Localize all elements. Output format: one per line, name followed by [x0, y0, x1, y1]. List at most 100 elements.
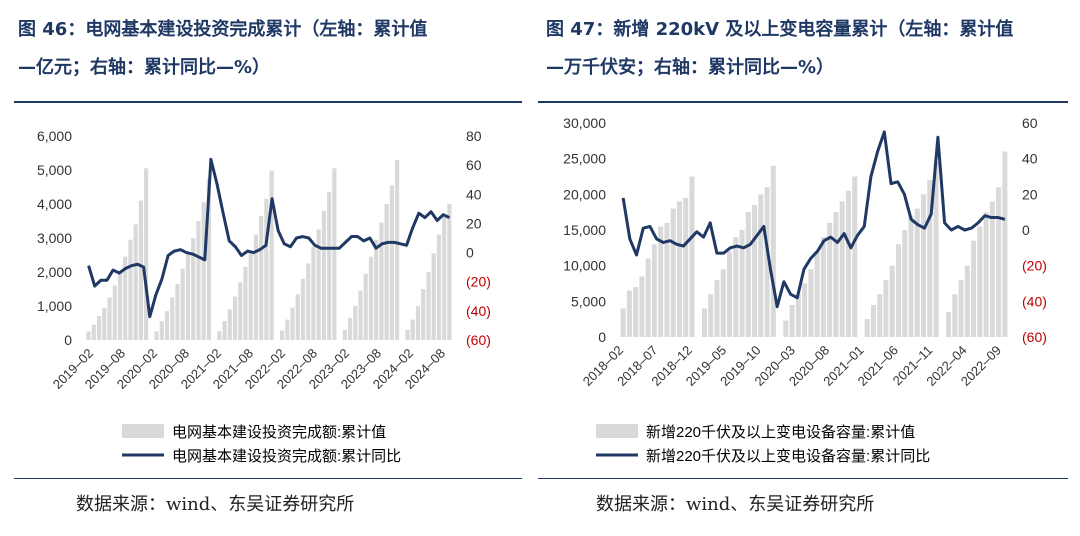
chart1-title-line1: 图 46：电网基本建设投资完成累计（左轴：累计值 — [18, 19, 428, 40]
chart1-bar — [96, 316, 102, 340]
chart1-title-line2: —亿元；右轴：累计同比—%） — [18, 57, 271, 78]
chart1-bar — [222, 320, 227, 340]
chart2-bar — [626, 290, 632, 337]
chart2-title-line1: 图 47：新增 220kV 及以上变电容量累计（左轴：累计值 — [546, 19, 1014, 40]
chart2-bar — [908, 215, 914, 337]
chart1-bar — [264, 198, 269, 340]
chart1-bar — [107, 297, 112, 340]
chart1-left-tick: 1,000 — [37, 298, 72, 314]
chart1-legend-bar-label: 电网基本建设投资完成额:累计值 — [172, 424, 386, 441]
chart1-bar — [232, 296, 238, 340]
chart1-bar — [321, 210, 326, 340]
chart2-legend-line-label: 新增220千伏及以上变电设备容量:累计同比 — [646, 448, 930, 465]
chart2-bar — [676, 201, 682, 337]
chart2-right-tick: 60 — [1022, 115, 1038, 131]
chart2-left-tick: 0 — [598, 329, 606, 345]
chart1-bar — [316, 229, 321, 340]
chart2-bar — [958, 279, 964, 337]
chart2-bar — [789, 304, 795, 337]
chart2-bar — [645, 258, 651, 337]
chart2-bar — [701, 308, 707, 337]
chart1-source: 数据来源：wind、东吴证券研究所 — [76, 494, 355, 515]
chart1-bar — [426, 272, 431, 340]
chart1-left-tick: 6,000 — [37, 128, 72, 144]
chart1-bar — [201, 202, 206, 340]
chart1-right-tick: (20) — [466, 274, 491, 290]
chart1-bar — [306, 263, 311, 340]
chart1-bar — [358, 290, 363, 340]
chart2-bar — [808, 269, 814, 337]
chart1-bar — [327, 192, 332, 340]
chart1-bar — [175, 283, 180, 340]
chart1-bar — [91, 324, 96, 340]
chart1-bar — [185, 253, 191, 340]
chart2-bar — [752, 205, 758, 337]
chart2-bar — [727, 251, 733, 337]
chart1-bar — [442, 215, 447, 340]
chart1-bar — [311, 246, 316, 340]
chart2-bar — [814, 251, 820, 337]
chart1-bottom-rule — [14, 478, 522, 479]
chart1-left-tick: 4,000 — [37, 196, 72, 212]
chart2-bar — [864, 319, 870, 337]
chart2-bar — [889, 265, 895, 337]
chart1-left-tick: 3,000 — [37, 230, 72, 246]
chart2-left-tick: 30,000 — [563, 115, 606, 131]
chart2-top-rule — [538, 101, 1068, 103]
chart2-bar — [664, 222, 670, 337]
chart2-bar — [683, 197, 689, 337]
chart2-bar — [883, 279, 889, 337]
chart2-bar — [914, 208, 920, 337]
chart1-bar — [164, 311, 170, 340]
chart1-right-tick: 40 — [466, 186, 482, 202]
chart1-bar — [117, 272, 123, 340]
chart2-bar — [714, 279, 720, 337]
chart2-bar — [952, 294, 958, 337]
chart2-bar — [764, 187, 770, 337]
chart1-bar — [379, 222, 384, 340]
chart1-bar — [102, 307, 107, 340]
chart2-bar — [845, 190, 851, 337]
chart2-bar — [758, 194, 764, 337]
chart1-bar — [447, 204, 452, 340]
chart1-bar — [347, 317, 353, 340]
chart2-bar — [639, 276, 645, 337]
chart1-bar — [206, 178, 211, 340]
chart1-top-rule — [14, 101, 522, 103]
chart2-source: 数据来源：wind、东吴证券研究所 — [596, 494, 875, 515]
chart1-bar — [196, 221, 201, 340]
chart2-bar — [921, 194, 927, 337]
chart1-bar — [332, 168, 337, 340]
chart2-right-tick: 20 — [1022, 186, 1038, 202]
chart1-yoy-line — [87, 157, 451, 319]
chart1-bar — [86, 331, 91, 340]
chart2-bar — [996, 187, 1002, 337]
chart2-bar — [795, 294, 801, 337]
chart2-bar — [933, 162, 939, 337]
chart2-bar — [633, 287, 639, 337]
chart1-bar — [279, 330, 285, 340]
chart1-bar — [138, 200, 143, 340]
chart2-left-tick: 5,000 — [571, 293, 606, 309]
chart2-left-tick: 20,000 — [563, 186, 606, 202]
chart2-right-tick: 40 — [1022, 151, 1038, 167]
chart1-left-tick: 5,000 — [37, 162, 72, 178]
chart1-right-tick: 0 — [466, 245, 474, 261]
chart1-bar — [238, 282, 243, 340]
chart2-bar — [689, 176, 695, 337]
chart1-bar — [243, 266, 248, 340]
chart1-legend-line-label: 电网基本建设投资完成额:累计同比 — [172, 448, 401, 465]
chart2-plot: 0 5,000 10,000 15,000 20,000 25,000 30,000 (60)… — [563, 115, 1047, 465]
chart1-bar — [368, 256, 374, 340]
chart1-bar — [421, 289, 426, 340]
chart2-bar — [708, 294, 714, 337]
chart2-legend-bar-swatch — [596, 424, 638, 438]
chart1-left-tick: 0 — [64, 332, 72, 348]
chart2-bar — [852, 176, 858, 337]
chart1-bar — [191, 238, 196, 340]
chart2-bar — [1002, 151, 1008, 337]
chart1-bar — [128, 239, 133, 340]
chart2-bar — [670, 208, 676, 337]
chart2-bar — [964, 265, 970, 337]
chart2-bar — [983, 212, 989, 337]
